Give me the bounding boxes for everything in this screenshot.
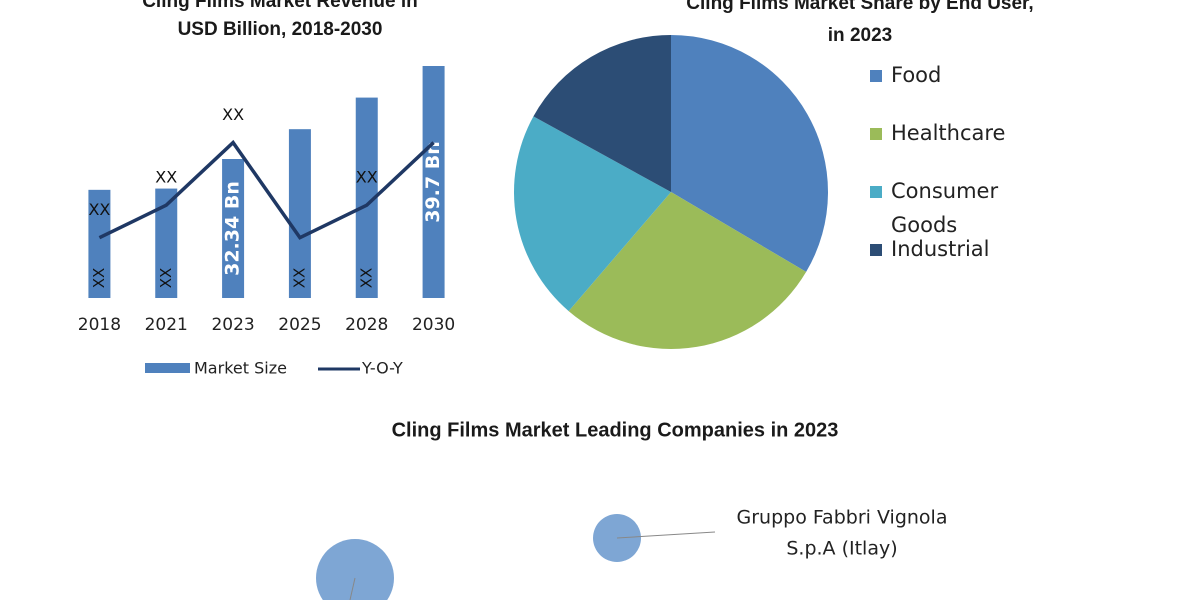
bar-label: XX xyxy=(90,268,108,289)
bar-label: XX xyxy=(157,268,175,289)
company-label: S.p.A (Itlay) xyxy=(786,538,897,560)
company-bubble xyxy=(316,539,394,600)
line-label: XX xyxy=(356,168,378,187)
chart-title: in 2023 xyxy=(828,25,892,46)
legend-swatch xyxy=(145,363,190,373)
leader-line xyxy=(349,577,356,600)
legend-swatch xyxy=(870,70,882,82)
bar xyxy=(355,97,378,298)
pie-slice xyxy=(671,35,828,272)
pie-slice xyxy=(533,35,671,192)
x-tick-label: 2023 xyxy=(211,315,254,335)
leader-line xyxy=(616,531,716,539)
bar xyxy=(88,189,111,298)
legend-label: Consumer xyxy=(891,179,998,203)
x-tick-label: 2018 xyxy=(78,315,121,335)
x-tick-label: 2030 xyxy=(412,315,455,335)
bar xyxy=(222,159,245,298)
legend-label: Industrial xyxy=(891,237,990,261)
line-label: XX xyxy=(155,168,177,187)
line-label: XX xyxy=(222,105,244,124)
legend-label: Food xyxy=(891,63,941,87)
company-label: Gruppo Fabbri Vignola xyxy=(737,507,948,529)
legend-swatch xyxy=(870,186,882,198)
bar-label: XX xyxy=(290,268,308,289)
line xyxy=(98,139,435,240)
pie-slice xyxy=(568,192,807,350)
bar-label: 39.7 Bn xyxy=(422,141,444,223)
bar-label: 32.34 Bn xyxy=(222,181,244,276)
legend-label: Goods xyxy=(891,213,957,237)
legend-label: Y-O-Y xyxy=(361,359,403,378)
chart-title: Cling Films Market Revenue in xyxy=(142,0,418,12)
line-label: XX xyxy=(88,200,110,219)
chart-title: Cling Films Market Share by End User, xyxy=(686,0,1033,14)
section-title: Cling Films Market Leading Companies in … xyxy=(392,419,839,441)
bar xyxy=(155,188,178,298)
legend-swatch xyxy=(870,244,882,256)
bar xyxy=(422,66,445,298)
x-tick-label: 2021 xyxy=(145,315,188,335)
legend-label: Healthcare xyxy=(891,121,1005,145)
pie-slice xyxy=(514,116,671,312)
bar-label: XX xyxy=(357,268,375,289)
legend-swatch xyxy=(870,128,882,140)
bar xyxy=(288,129,311,298)
legend-label: Market Size xyxy=(194,359,287,378)
x-tick-label: 2025 xyxy=(278,315,321,335)
x-tick-label: 2028 xyxy=(345,315,388,335)
chart-title: USD Billion, 2018-2030 xyxy=(178,19,383,40)
